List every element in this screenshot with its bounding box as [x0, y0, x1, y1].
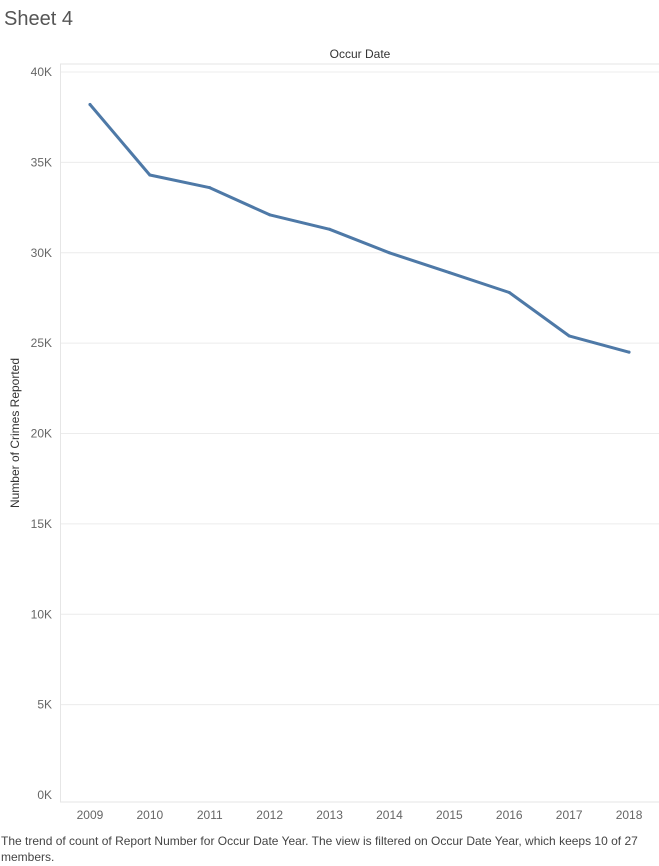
y-axis-label: Number of Crimes Reported: [8, 358, 22, 508]
y-tick-label: 20K: [31, 427, 52, 441]
y-tick-label: 40K: [31, 65, 52, 79]
line-chart: Occur Date Number of Crimes Reported 0K 5…: [8, 47, 659, 822]
series-line: [88, 103, 631, 354]
data-point: [567, 334, 571, 338]
y-tick-label: 0K: [37, 788, 52, 802]
axes: [60, 63, 659, 803]
y-tick-label: 30K: [31, 246, 52, 260]
x-tick-label: 2009: [77, 808, 104, 822]
data-point: [328, 227, 332, 231]
x-tick-label: 2013: [316, 808, 343, 822]
data-point: [88, 103, 92, 107]
x-tick-label: 2010: [136, 808, 163, 822]
data-point: [627, 350, 631, 354]
data-point: [148, 173, 152, 177]
x-tick-label: 2011: [197, 808, 223, 822]
data-point: [268, 213, 272, 217]
data-point: [387, 251, 391, 255]
data-point: [208, 186, 212, 190]
x-tick-label: 2017: [556, 808, 583, 822]
caption: The trend of count of Report Number for …: [1, 834, 638, 864]
y-axis-ticks: 0K 5K 10K 15K 20K 25K 30K 35K 40K: [31, 65, 52, 802]
sheet-title: Sheet 4: [4, 8, 73, 30]
y-tick-label: 25K: [31, 336, 52, 350]
x-tick-label: 2016: [496, 808, 523, 822]
series-polyline: [88, 103, 631, 354]
data-point: [507, 291, 511, 295]
gridlines: [60, 71, 659, 706]
y-tick-label: 10K: [31, 607, 52, 621]
x-tick-label: 2018: [616, 808, 643, 822]
y-tick-label: 5K: [37, 698, 52, 712]
x-tick-label: 2012: [256, 808, 283, 822]
x-tick-label: 2014: [376, 808, 403, 822]
y-tick-label: 35K: [31, 155, 52, 169]
x-tick-label: 2015: [436, 808, 463, 822]
x-axis-ticks: 2009 2010 2011 2012 2013 2014 2015 2016 2017 2018: [77, 808, 643, 822]
y-tick-label: 15K: [31, 517, 52, 531]
data-point: [447, 271, 451, 275]
chart-title: Occur Date: [330, 47, 391, 61]
